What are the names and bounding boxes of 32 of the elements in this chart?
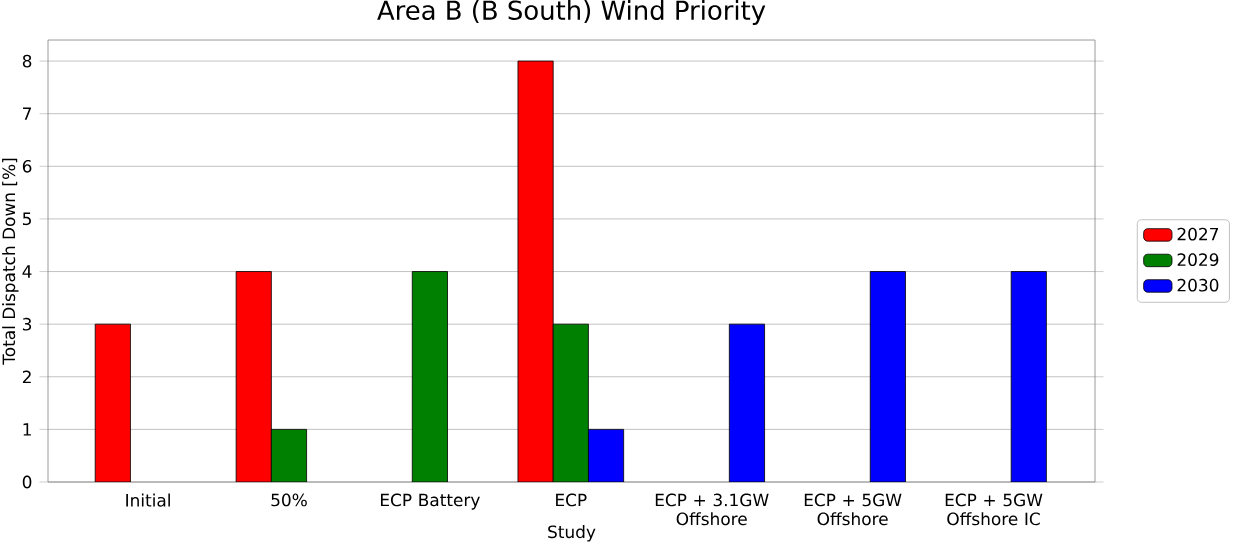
bar <box>588 428 625 482</box>
y-tick-label: 5 <box>22 212 31 226</box>
y-tick-label: 7 <box>23 107 32 120</box>
bar <box>94 323 131 482</box>
x-tick-label: Initial <box>126 493 170 507</box>
y-axis-title: Total Dispatch Down [%] <box>2 158 19 365</box>
bar <box>411 271 448 482</box>
bar <box>235 271 272 482</box>
x-tick-label: ECP Battery <box>381 493 480 510</box>
x-tick-label: ECP + 5GW Offshore IC <box>945 493 1043 526</box>
y-tick-label: 3 <box>22 317 32 331</box>
y-tick-label: 2 <box>22 370 31 384</box>
x-tick-label: ECP + 3.1GW Offshore <box>655 493 769 526</box>
y-tick-label: 4 <box>22 265 32 278</box>
bar <box>728 323 765 482</box>
legend-label: 2030 <box>1177 278 1219 292</box>
legend-label: 2027 <box>1177 227 1219 241</box>
y-tick-label: 6 <box>22 159 32 173</box>
bar <box>517 60 554 482</box>
bar <box>1010 271 1047 482</box>
x-axis-title: Study <box>548 525 596 542</box>
y-tick-label: 0 <box>22 475 32 489</box>
y-tick-label: 8 <box>22 54 32 68</box>
x-tick-label: ECP + 5GW Offshore <box>804 493 902 526</box>
bar <box>552 323 589 482</box>
bar <box>270 428 307 482</box>
chart-title: Area B (B South) Wind Priority <box>377 0 766 26</box>
y-tick-label: 1 <box>23 423 31 436</box>
legend-label: 2029 <box>1177 253 1219 267</box>
x-tick-label: 50% <box>271 493 307 507</box>
x-tick-label: ECP <box>556 493 587 507</box>
bar <box>869 271 906 482</box>
